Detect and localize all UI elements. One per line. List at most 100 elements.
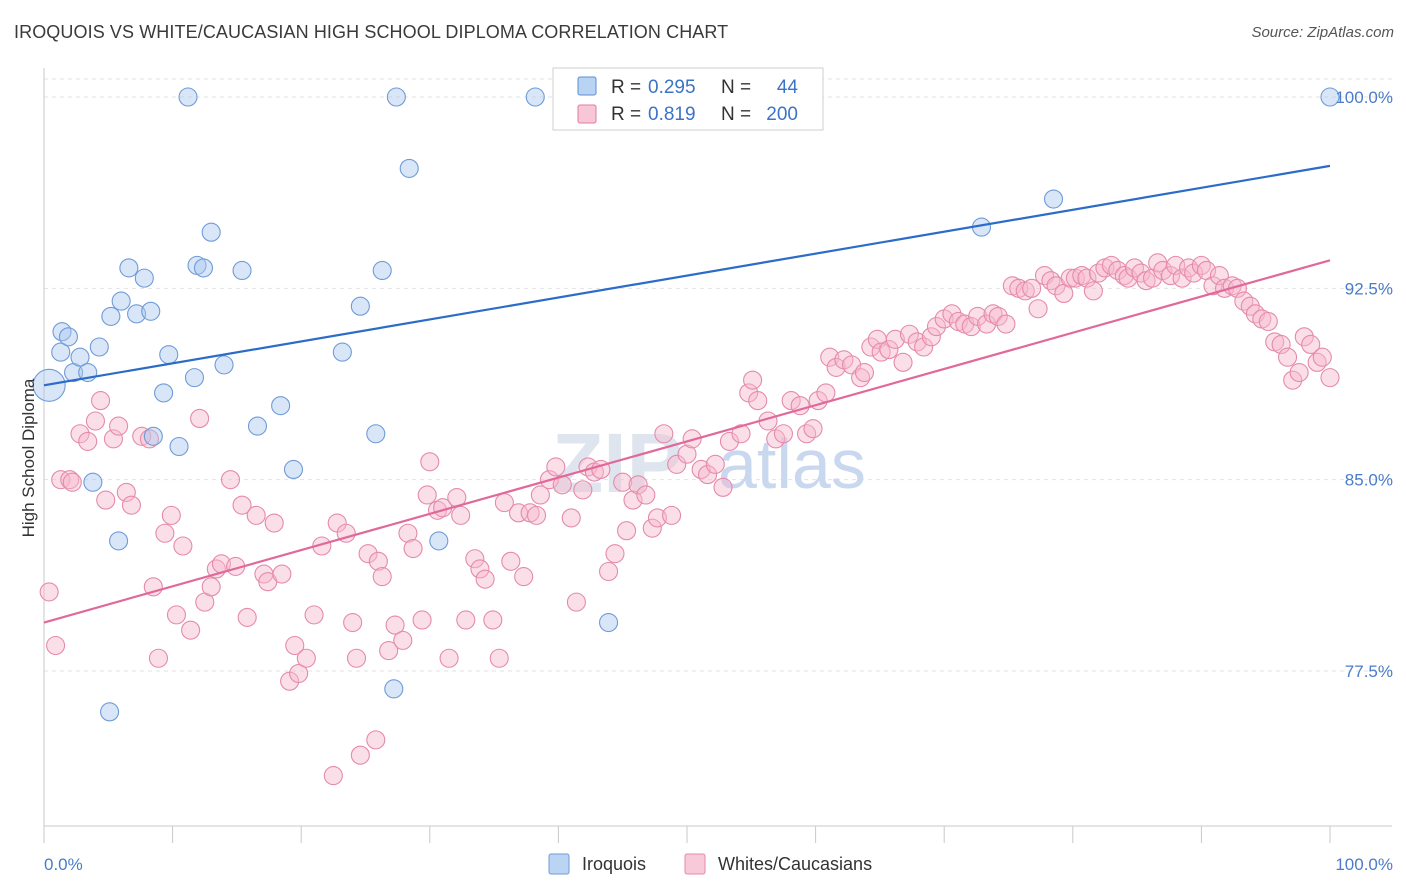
iroquois-trend-line (43, 164, 1331, 387)
whites-point (161, 505, 181, 525)
whites-point (1172, 268, 1192, 288)
whites-point (698, 465, 718, 485)
whites-point (220, 470, 241, 490)
whites-point (1283, 370, 1303, 390)
whites-point (39, 582, 59, 602)
whites-point (647, 508, 667, 528)
x-tick-labels: 0.0% 100.0% (44, 855, 1393, 874)
whites-point (483, 610, 503, 630)
bottom-legend-label-iroquois: Iroquois (582, 854, 646, 874)
legend-swatch-iroquois (577, 76, 597, 96)
whites-point (358, 544, 378, 564)
chart-title: IROQUOIS VS WHITE/CAUCASIAN HIGH SCHOOL … (14, 22, 729, 42)
whites-point (289, 664, 309, 684)
whites-point (70, 424, 90, 444)
whites-point (1294, 327, 1314, 347)
whites-point (1320, 368, 1340, 388)
whites-point (246, 505, 266, 525)
iroquois-point (599, 612, 619, 633)
iroquois-point (134, 268, 154, 288)
legend: R = 0.295 N = 44 R = 0.819 N = 200 (552, 67, 824, 131)
whites-point (501, 551, 521, 571)
iroquois-point (372, 260, 392, 281)
whites-point (103, 429, 123, 449)
iroquois-point (1043, 189, 1064, 209)
whites-point (899, 324, 920, 344)
whites-point (109, 416, 129, 436)
series-iroquois (32, 87, 1340, 722)
whites-point (983, 304, 1003, 324)
whites-point (1209, 266, 1229, 286)
whites-point (719, 431, 739, 451)
whites-point (285, 635, 305, 656)
y-tick-label: 85.0% (1345, 471, 1393, 490)
whites-point (677, 444, 697, 464)
iroquois-point (109, 531, 129, 551)
whites-point (907, 332, 927, 352)
whites-point (190, 408, 210, 428)
legend-r-label-whites: R = (611, 104, 641, 125)
iroquois-point (366, 424, 386, 444)
whites-point (398, 523, 418, 543)
whites-point (343, 612, 363, 633)
whites-point (1312, 347, 1332, 367)
whites-point (1101, 255, 1121, 275)
whites-point (1289, 362, 1309, 383)
whites-point (417, 485, 437, 505)
whites-point (797, 424, 817, 444)
whites-point (526, 505, 547, 525)
iroquois-point (184, 368, 205, 388)
iroquois-point (1320, 87, 1340, 107)
whites-point (379, 641, 399, 661)
whites-point (1041, 271, 1061, 291)
whites-point (851, 368, 871, 388)
whites-point (803, 419, 823, 439)
y-axis-label: High School Diploma (19, 378, 38, 537)
whites-point (350, 745, 370, 765)
whites-point (385, 615, 405, 635)
whites-point (166, 605, 187, 625)
whites-point (1060, 268, 1080, 288)
series-layer (32, 87, 1340, 786)
whites-point (412, 610, 432, 630)
whites-point (826, 357, 846, 377)
legend-n-label-iroquois: N = (721, 77, 751, 98)
iroquois-point (271, 396, 291, 416)
whites-point (60, 470, 80, 490)
whites-point (871, 342, 891, 362)
whites-point (977, 314, 997, 334)
legend-n-value-iroquois: 44 (777, 77, 799, 98)
whites-point (304, 605, 324, 625)
iroquois-point (214, 355, 234, 375)
iroquois-point (58, 327, 78, 347)
whites-point (346, 648, 367, 668)
whites-point (566, 592, 586, 612)
y-tick-labels: 100.0% 92.5% 85.0% 77.5% (1335, 88, 1393, 681)
bottom-legend: Iroquois Whites/Caucasians (548, 853, 872, 875)
whites-point (514, 567, 534, 587)
whites-point (1124, 258, 1145, 278)
whites-point (475, 569, 495, 589)
iroquois-point (429, 531, 449, 551)
whites-point (617, 521, 637, 541)
iroquois-point (101, 306, 121, 326)
iroquois-point (83, 472, 103, 492)
whites-point (181, 620, 201, 640)
whites-point (1083, 281, 1103, 301)
whites-point (1234, 291, 1254, 311)
whites-point (623, 490, 643, 510)
y-tick-label: 92.5% (1345, 279, 1393, 298)
whites-point (662, 505, 682, 525)
whites-point (403, 538, 423, 559)
whites-point (628, 475, 648, 495)
whites-point (116, 482, 136, 502)
whites-trend-line (43, 259, 1331, 624)
whites-point (470, 559, 490, 579)
iroquois-point (201, 222, 221, 242)
whites-point (465, 549, 485, 569)
whites-point (1278, 347, 1298, 367)
whites-point (368, 551, 388, 571)
whites-point (854, 362, 875, 383)
iroquois-point (52, 322, 72, 342)
whites-point (816, 383, 836, 403)
